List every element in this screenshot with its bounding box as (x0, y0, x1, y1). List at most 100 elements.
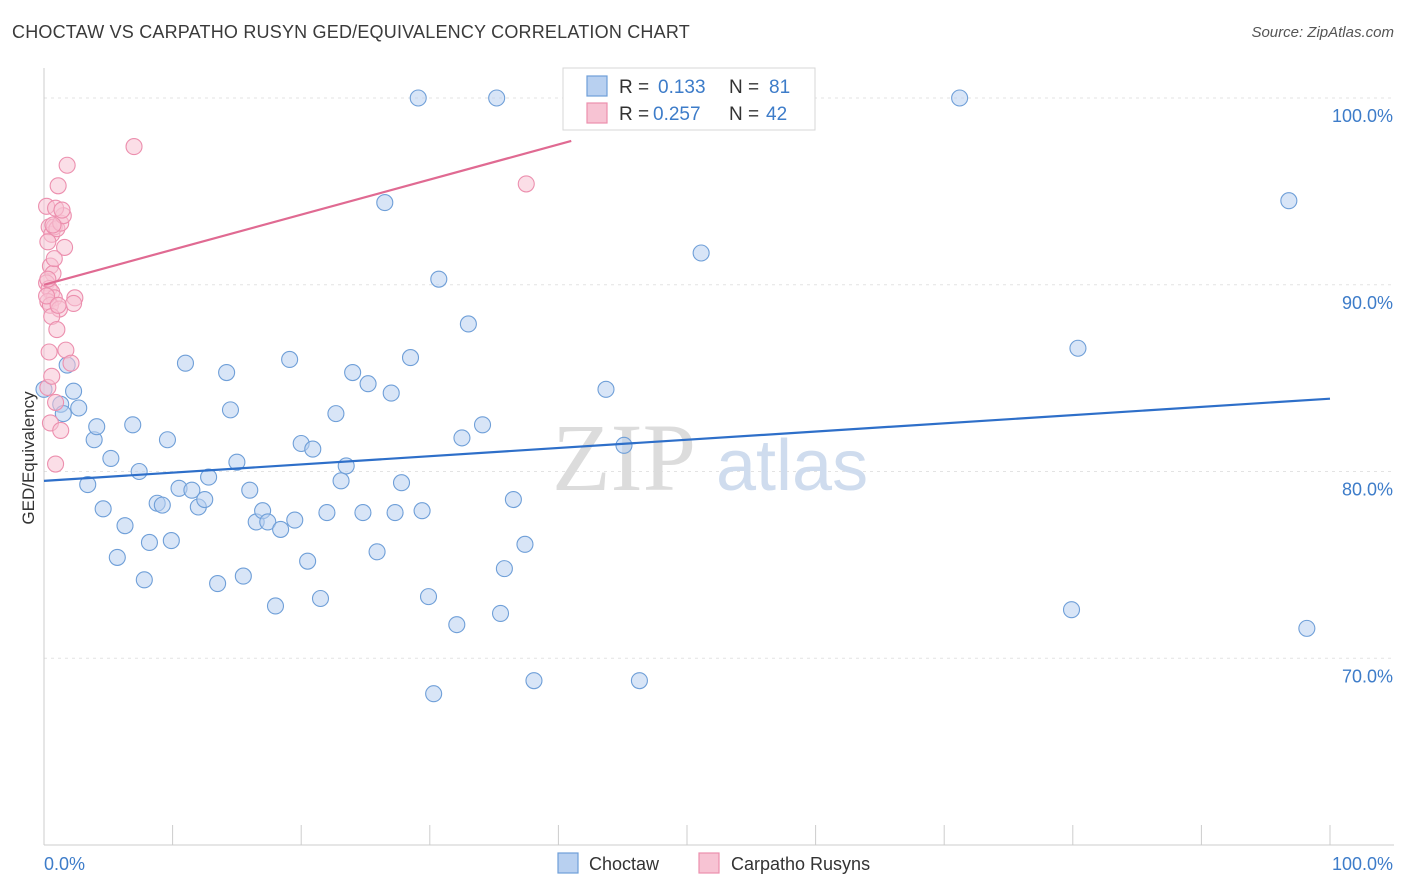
choctaw-point-13 (124, 416, 142, 434)
choctaw-point-51 (368, 543, 386, 561)
choctaw-point-35 (259, 513, 277, 531)
bottom-legend-choctaw: Choctaw (589, 854, 660, 874)
choctaw-point-32 (241, 481, 259, 499)
rusyn-point-29 (47, 455, 65, 473)
series-legend: Choctaw Carpatho Rusyns (557, 852, 870, 874)
choctaw-point-76 (951, 89, 969, 107)
series-choctaw (35, 89, 1316, 703)
choctaw-point-52 (376, 194, 394, 212)
axes (43, 68, 1394, 846)
x-tick-labels: 0.0% 100.0% (44, 854, 1393, 874)
choctaw-point-22 (176, 354, 195, 372)
rusyn-point-30 (38, 287, 56, 305)
choctaw-point-75 (692, 244, 710, 262)
choctaw-point-79 (1280, 192, 1298, 210)
choctaw-point-43 (311, 589, 330, 608)
choctaw-point-60 (425, 685, 443, 703)
rusyn-trend-line (43, 139, 572, 286)
choctaw-point-53 (382, 384, 400, 402)
source-label: Source: ZipAtlas.com (1251, 24, 1394, 41)
choctaw-point-8 (88, 418, 106, 436)
choctaw-point-26 (200, 468, 218, 486)
choctaw-point-54 (386, 504, 404, 522)
watermark-atlas: atlas (716, 426, 868, 506)
legend-swatch-choctaw (586, 75, 608, 97)
legend-swatch-rusyn (586, 102, 608, 124)
choctaw-point-16 (140, 533, 159, 552)
choctaw-point-73 (615, 436, 633, 454)
choctaw-point-42 (304, 440, 322, 458)
choctaw-point-69 (504, 490, 522, 509)
choctaw-point-64 (459, 315, 477, 333)
choctaw-point-29 (221, 401, 240, 419)
choctaw-point-27 (209, 575, 227, 593)
choctaw-point-62 (448, 616, 466, 634)
legend-n-value-2: 42 (766, 104, 787, 125)
chart-title: CHOCTAW VS CARPATHO RUSYN GED/EQUIVALENC… (12, 22, 690, 42)
choctaw-point-28 (218, 363, 236, 382)
rusyn-point-39 (45, 250, 63, 268)
legend-r-label-1: R = (619, 77, 649, 98)
choctaw-point-36 (266, 597, 285, 615)
choctaw-point-78 (1069, 339, 1087, 357)
legend-r-value-1: 0.133 (658, 77, 706, 98)
choctaw-point-49 (354, 504, 372, 522)
choctaw-point-46 (332, 472, 350, 490)
choctaw-point-70 (516, 535, 534, 553)
choctaw-point-23 (183, 481, 201, 499)
choctaw-point-71 (525, 672, 543, 690)
choctaw-point-15 (135, 571, 153, 589)
y-tick-label-1: 90.0% (1342, 293, 1393, 313)
choctaw-point-50 (359, 375, 377, 393)
rusyn-point-41 (43, 367, 61, 385)
choctaw-point-3 (65, 382, 83, 400)
rusyn-point-33 (65, 294, 83, 312)
legend-r-label-2: R = (619, 104, 649, 125)
choctaw-point-66 (488, 89, 506, 107)
choctaw-point-41 (299, 552, 317, 570)
choctaw-point-48 (344, 363, 362, 382)
choctaw-point-31 (234, 567, 252, 585)
choctaw-point-57 (409, 89, 427, 107)
rusyn-point-24 (62, 354, 80, 372)
choctaw-point-9 (94, 500, 112, 518)
legend-n-label-2: N = (729, 104, 759, 125)
trend-lines (43, 139, 1331, 482)
correlation-legend: R = 0.133 N = 81 R = 0.257 N = 42 (562, 67, 816, 131)
rusyn-point-37 (53, 201, 71, 219)
choctaw-point-77 (1062, 601, 1081, 619)
choctaw-point-11 (108, 548, 126, 566)
choctaw-point-67 (491, 604, 510, 622)
choctaw-point-10 (102, 449, 120, 467)
choctaw-point-38 (281, 350, 299, 369)
choctaw-point-45 (327, 405, 345, 423)
rusyn-point-34 (125, 138, 143, 156)
rusyn-point-40 (49, 296, 67, 314)
rusyn-point-9 (49, 177, 67, 195)
bottom-legend-swatch-rusyn (698, 852, 720, 874)
y-tick-label-3: 70.0% (1342, 666, 1393, 686)
rusyn-point-28 (52, 421, 70, 439)
rusyn-point-21 (48, 321, 66, 339)
legend-r-value-2: 0.257 (653, 104, 701, 125)
rusyn-point-31 (56, 238, 74, 256)
choctaw-point-14 (130, 462, 148, 481)
choctaw-point-72 (597, 380, 615, 398)
choctaw-point-4 (70, 399, 88, 417)
choctaw-point-61 (430, 270, 448, 288)
choctaw-point-12 (116, 517, 134, 535)
rusyn-point-35 (517, 175, 535, 193)
rusyn-point-10 (58, 156, 76, 174)
y-tick-labels: 100.0% 90.0% 80.0% 70.0% (1332, 106, 1393, 686)
choctaw-point-39 (286, 511, 304, 529)
choctaw-point-55 (392, 474, 411, 492)
x-tick-label-0: 0.0% (44, 854, 85, 874)
choctaw-point-25 (196, 490, 214, 509)
legend-n-value-1: 81 (769, 77, 790, 98)
watermark-zip: ZIP (552, 404, 696, 511)
series-carpatho-rusyns (38, 138, 535, 473)
rusyn-point-22 (40, 343, 58, 361)
bottom-legend-rusyn: Carpatho Rusyns (731, 854, 870, 874)
choctaw-point-30 (228, 453, 246, 471)
